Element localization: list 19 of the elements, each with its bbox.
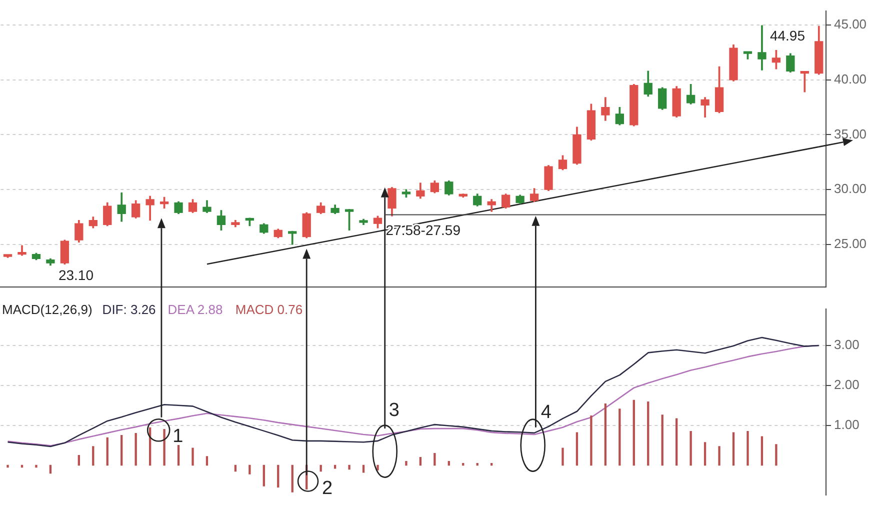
y-tick-label: 2.00 — [834, 377, 860, 392]
annotation: 44.95 — [770, 27, 806, 44]
y-tick-label: 35.00 — [834, 126, 867, 142]
y-tick-label: 40.00 — [834, 71, 867, 86]
annotation: 1 — [172, 426, 184, 448]
y-tick-label: 30.00 — [834, 181, 867, 196]
annotation: 27.58-27.59 — [386, 222, 461, 238]
text: DEA 2.88 — [168, 302, 223, 318]
y-tick-label: 1.00 — [834, 416, 860, 432]
y-tick-label: 25.00 — [834, 236, 867, 251]
text: MACD 0.76 — [235, 302, 303, 318]
chart-title: MACD(12,26,9) — [2, 302, 92, 318]
text: DIF: 3.26 — [102, 302, 156, 318]
annotation: 4 — [540, 402, 552, 424]
annotation: 23.10 — [58, 267, 94, 284]
annotation: 2 — [322, 478, 333, 499]
y-tick-label: 3.00 — [834, 337, 860, 352]
annotation: 3 — [388, 400, 400, 422]
y-tick-label: 45.00 — [834, 16, 867, 32]
